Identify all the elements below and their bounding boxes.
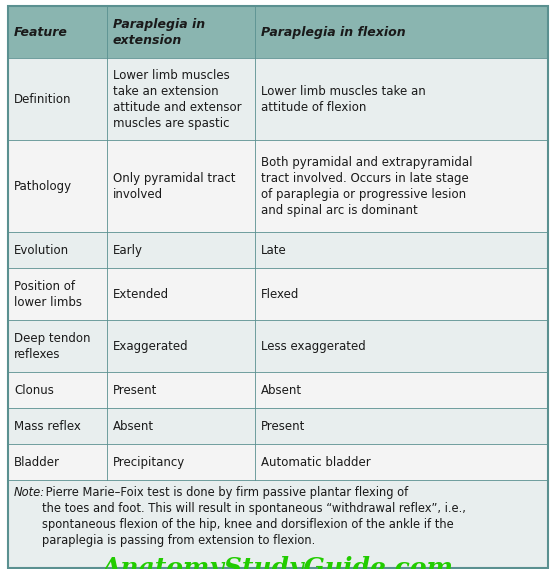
Bar [107,408,255,444]
Bar [255,372,548,408]
Text: Only pyramidal tract
involved: Only pyramidal tract involved [113,171,236,200]
Text: Position of
lower limbs: Position of lower limbs [14,279,82,308]
Bar [255,232,548,268]
Bar [8,444,107,480]
Text: Both pyramidal and extrapyramidal
tract involved. Occurs in late stage
of parapl: Both pyramidal and extrapyramidal tract … [261,155,473,216]
Text: Present: Present [113,384,157,397]
Bar [8,232,107,268]
Text: Late: Late [261,244,287,257]
Text: Exaggerated: Exaggerated [113,340,188,353]
Text: AnatomyStudyGuide.com: AnatomyStudyGuide.com [102,556,454,569]
Text: Lower limb muscles
take an extension
attitude and extensor
muscles are spastic: Lower limb muscles take an extension att… [113,68,242,130]
Bar [8,268,107,320]
Text: Absent: Absent [261,384,302,397]
Bar [255,320,548,372]
Text: Extended: Extended [113,287,169,300]
Text: Note:: Note: [14,486,45,499]
Text: Definition: Definition [14,93,72,105]
Bar [8,58,107,140]
Text: Bladder: Bladder [14,456,60,468]
Bar [255,58,548,140]
Text: Precipitancy: Precipitancy [113,456,185,468]
Text: Flexed: Flexed [261,287,299,300]
Bar [107,320,255,372]
Bar [107,372,255,408]
Bar [107,268,255,320]
Text: Lower limb muscles take an
attitude of flexion: Lower limb muscles take an attitude of f… [261,85,426,113]
Bar [255,444,548,480]
Text: Less exaggerated: Less exaggerated [261,340,366,353]
Text: Early: Early [113,244,143,257]
Bar [8,6,107,58]
Text: Paraplegia in flexion: Paraplegia in flexion [261,26,406,39]
Text: Evolution: Evolution [14,244,69,257]
Bar [255,408,548,444]
Bar [8,320,107,372]
Text: Mass reflex: Mass reflex [14,419,81,432]
Bar [107,140,255,232]
Bar [8,372,107,408]
Bar [255,6,548,58]
Text: Automatic bladder: Automatic bladder [261,456,371,468]
Text: Paraplegia in
extension: Paraplegia in extension [113,18,205,47]
Text: Clonus: Clonus [14,384,54,397]
Bar [107,6,255,58]
Bar [8,140,107,232]
Text: Pierre Marie–Foix test is done by firm passive plantar flexing of
the toes and f: Pierre Marie–Foix test is done by firm p… [42,486,466,547]
Text: Pathology: Pathology [14,179,72,192]
Bar [107,444,255,480]
Bar [8,480,548,568]
Bar [107,232,255,268]
Text: Feature: Feature [14,26,68,39]
Text: Present: Present [261,419,305,432]
Bar [107,58,255,140]
Text: Deep tendon
reflexes: Deep tendon reflexes [14,332,91,361]
Text: Absent: Absent [113,419,154,432]
Bar [255,140,548,232]
Bar [255,268,548,320]
Bar [8,408,107,444]
